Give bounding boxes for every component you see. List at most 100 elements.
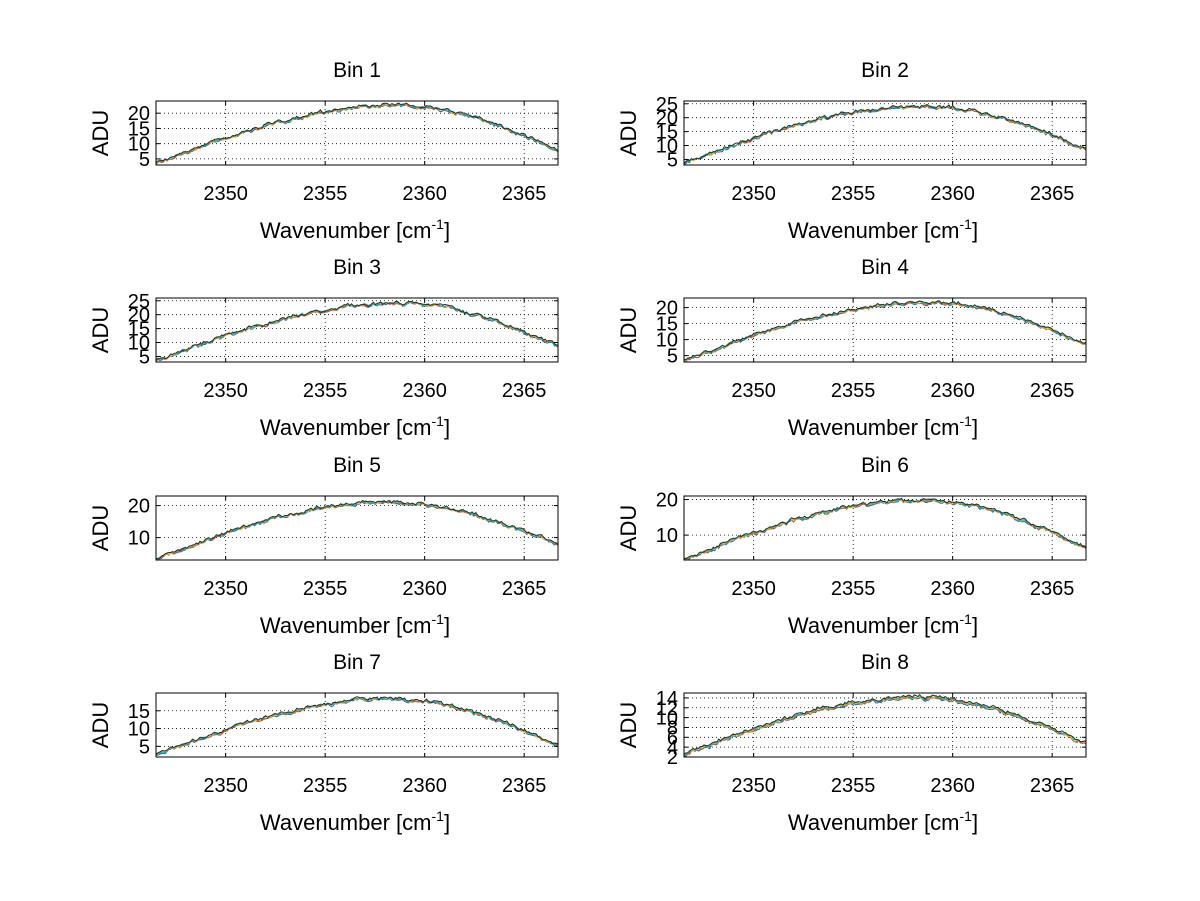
x-tick-label: 2355 xyxy=(303,578,348,600)
x-axis-label: Wavenumber [cm-1] xyxy=(788,216,978,243)
x-tick-label: 2355 xyxy=(303,183,348,205)
axes-box xyxy=(155,100,559,166)
x-axis-label-close: ] xyxy=(444,218,450,243)
plot-area xyxy=(156,101,558,165)
subplot-bin-6: 2350 2355 2360 2365 10 20 Bin 6 Wavenumber [cm-… xyxy=(616,454,1087,638)
plot-area xyxy=(684,693,1086,757)
x-tick-label: 2360 xyxy=(930,578,975,600)
y-tick-label: 20 xyxy=(128,496,150,518)
y-axis-label: ADU xyxy=(88,702,113,748)
y-tick-label: 5 xyxy=(667,149,678,171)
plot-area xyxy=(684,496,1086,560)
y-tick-label: 20 xyxy=(128,305,150,327)
x-tick-label: 2365 xyxy=(1030,183,1075,205)
x-tick-label: 2360 xyxy=(402,183,447,205)
series-line-5 xyxy=(684,103,1086,165)
x-axis-label-text: Wavenumber [cm xyxy=(788,218,960,243)
x-axis-label-superscript: -1 xyxy=(432,216,445,232)
x-tick-label: 2365 xyxy=(1030,380,1075,402)
x-tick-label: 2350 xyxy=(203,183,248,205)
x-tick-label: 2360 xyxy=(402,578,447,600)
x-tick-label: 2365 xyxy=(502,380,547,402)
y-tick-label: 5 xyxy=(139,736,150,758)
y-tick-label: 15 xyxy=(128,319,150,341)
x-tick-label: 2365 xyxy=(1030,775,1075,797)
y-axis-label: ADU xyxy=(616,110,641,156)
x-axis-label-close: ] xyxy=(444,415,450,440)
x-axis-label-close: ] xyxy=(444,613,450,638)
axes-box xyxy=(155,297,559,363)
series-line-5 xyxy=(156,500,558,560)
y-tick-label: 5 xyxy=(139,346,150,368)
y-tick-label: 10 xyxy=(128,134,150,156)
y-axis-label: ADU xyxy=(616,702,641,748)
x-axis-label-superscript: -1 xyxy=(960,808,973,824)
series-line-5 xyxy=(156,102,558,163)
subplot-title: Bin 4 xyxy=(861,256,909,279)
y-tick-label: 20 xyxy=(656,108,678,130)
subplot-title: Bin 1 xyxy=(333,59,381,82)
subplot-title: Bin 8 xyxy=(861,651,909,674)
y-tick-label: 15 xyxy=(128,701,150,723)
y-tick-label: 25 xyxy=(128,291,150,313)
x-tick-label: 2355 xyxy=(831,183,876,205)
x-tick-label: 2360 xyxy=(930,183,975,205)
y-tick-label: 2 xyxy=(667,747,678,769)
y-tick-label: 10 xyxy=(656,708,678,730)
x-tick-label: 2350 xyxy=(731,578,776,600)
y-tick-label: 5 xyxy=(667,346,678,368)
x-axis-label: Wavenumber [cm-1] xyxy=(788,413,978,440)
y-tick-label: 5 xyxy=(139,149,150,171)
x-axis-label: Wavenumber [cm-1] xyxy=(260,216,450,243)
x-axis-label-superscript: -1 xyxy=(432,413,445,429)
axes-box xyxy=(683,692,1087,758)
y-tick-label: 10 xyxy=(656,525,678,547)
x-axis-label-close: ] xyxy=(444,810,450,835)
series-group xyxy=(684,693,1086,757)
subplot-title: Bin 2 xyxy=(861,59,909,82)
plot-area xyxy=(684,298,1086,362)
y-axis-label: ADU xyxy=(616,307,641,353)
x-tick-label: 2350 xyxy=(203,775,248,797)
x-tick-label: 2350 xyxy=(731,775,776,797)
x-tick-label: 2360 xyxy=(402,775,447,797)
y-tick-label: 20 xyxy=(656,490,678,512)
series-group xyxy=(156,696,558,756)
x-axis-label: Wavenumber [cm-1] xyxy=(260,808,450,835)
y-tick-label: 14 xyxy=(656,688,678,710)
x-axis-label-text: Wavenumber [cm xyxy=(260,810,432,835)
axes-box xyxy=(683,495,1087,561)
x-axis-label-superscript: -1 xyxy=(432,611,445,627)
series-line-5 xyxy=(156,300,558,361)
x-tick-label: 2365 xyxy=(1030,578,1075,600)
y-axis-label: ADU xyxy=(88,307,113,353)
plot-area xyxy=(684,101,1086,165)
y-axis-label: ADU xyxy=(88,505,113,551)
x-tick-label: 2350 xyxy=(203,380,248,402)
series-group xyxy=(684,300,1086,362)
plot-area xyxy=(156,496,558,560)
x-axis-label-close: ] xyxy=(972,613,978,638)
x-tick-label: 2365 xyxy=(502,578,547,600)
y-axis-label: ADU xyxy=(616,505,641,551)
y-tick-label: 10 xyxy=(656,330,678,352)
x-axis-label: Wavenumber [cm-1] xyxy=(260,413,450,440)
y-tick-label: 15 xyxy=(128,118,150,140)
x-tick-label: 2350 xyxy=(731,183,776,205)
y-tick-label: 8 xyxy=(667,717,678,739)
series-group xyxy=(684,103,1086,165)
y-tick-label: 15 xyxy=(656,314,678,336)
y-tick-label: 10 xyxy=(128,333,150,355)
x-axis-label-text: Wavenumber [cm xyxy=(260,415,432,440)
series-group xyxy=(156,300,558,362)
series-line-5 xyxy=(684,693,1086,755)
axes-box xyxy=(683,297,1087,363)
y-tick-label: 10 xyxy=(656,136,678,158)
y-tick-label: 4 xyxy=(667,737,678,759)
